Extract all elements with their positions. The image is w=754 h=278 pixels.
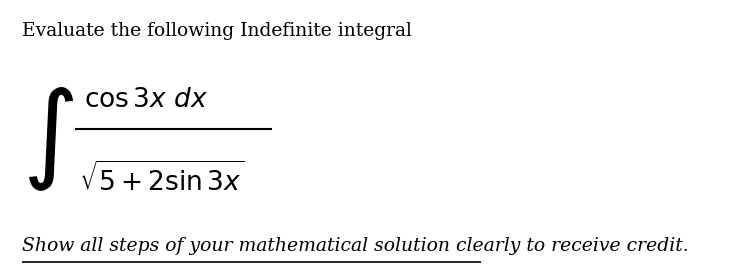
Text: $\cos 3x\ \mathit{dx}$: $\cos 3x\ \mathit{dx}$ bbox=[84, 87, 208, 112]
Text: Evaluate the following Indefinite integral: Evaluate the following Indefinite integr… bbox=[22, 22, 412, 40]
Text: $\sqrt{5+2\sin 3x}$: $\sqrt{5+2\sin 3x}$ bbox=[79, 161, 244, 196]
Text: Show all steps of your mathematical solution clearly to receive credit.: Show all steps of your mathematical solu… bbox=[22, 237, 689, 255]
Text: $\int$: $\int$ bbox=[22, 85, 75, 193]
